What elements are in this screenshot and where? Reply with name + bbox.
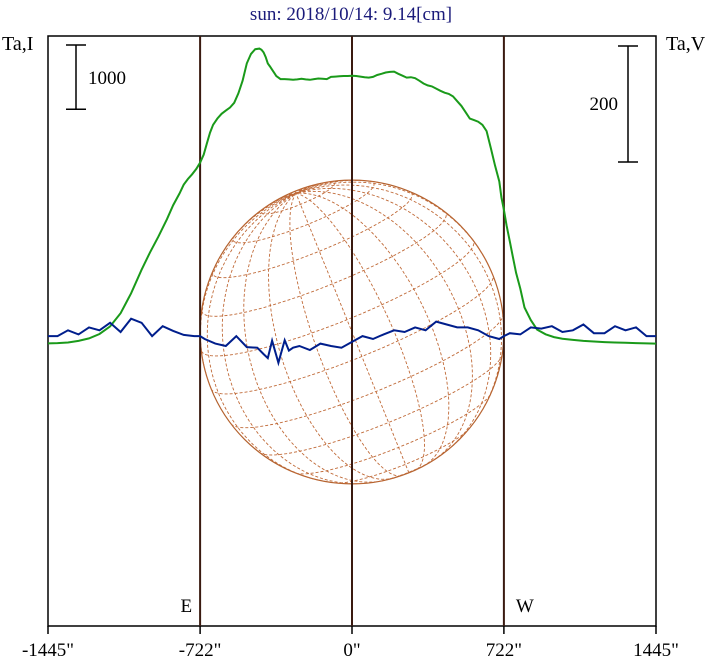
- reference-lines: [200, 36, 504, 626]
- x-tick-label: 722": [486, 640, 522, 661]
- limb-marker-E: E: [180, 596, 192, 617]
- x-tick-label: -1445": [22, 640, 74, 661]
- right-axis-label: Ta,V: [666, 33, 706, 55]
- longitude-line: [296, 191, 472, 460]
- x-tick-label: -722": [179, 640, 222, 661]
- longitude-line: [200, 193, 296, 389]
- x-axis-ticks: -1445" -722" 0" 722" 1445": [22, 626, 679, 661]
- x-tick-label: 1445": [633, 640, 679, 661]
- latitude-line: [202, 212, 447, 316]
- longitude-line: [207, 193, 319, 480]
- left-axis-label: Ta,I: [2, 33, 33, 55]
- chart-title: sun: 2018/10/14: 9.14[cm]: [250, 4, 452, 25]
- limb-marker-W: W: [516, 596, 534, 617]
- scale-bar-label: 200: [590, 94, 619, 115]
- longitude-line: [296, 185, 502, 416]
- latitude-line: [231, 314, 503, 428]
- longitude-line: [296, 182, 493, 275]
- x-tick-label: 0": [343, 640, 360, 661]
- latitude-line: [202, 241, 474, 356]
- scale-bar-label: 1000: [88, 68, 126, 89]
- latitude-line: [260, 355, 503, 455]
- longitude-line: [222, 193, 362, 483]
